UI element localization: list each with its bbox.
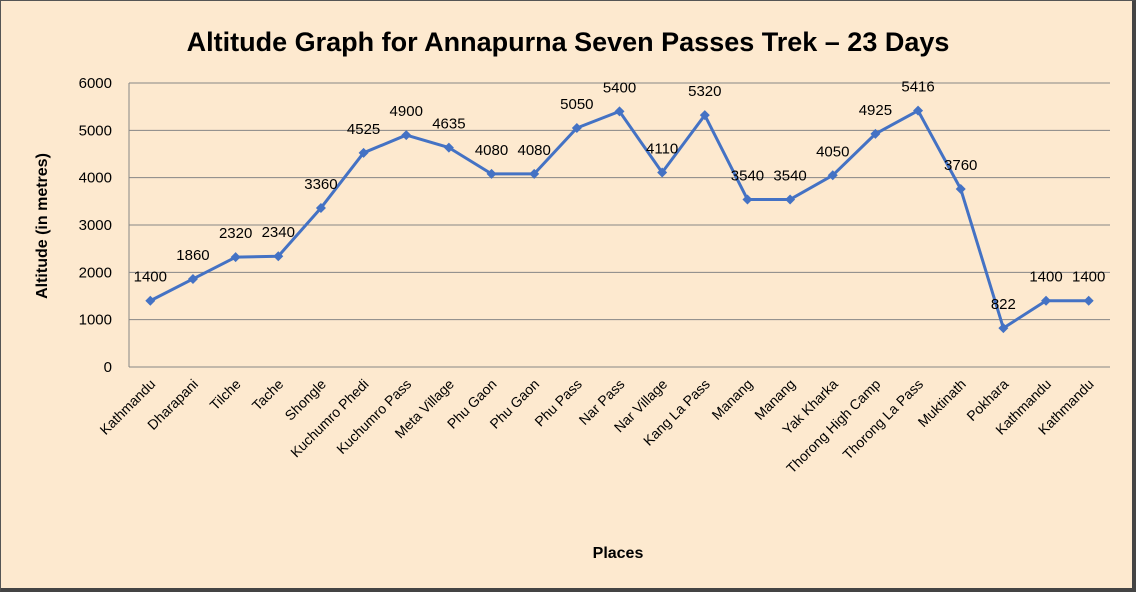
data-point-markers [145, 105, 1094, 334]
data-point-marker [870, 128, 881, 139]
x-category-label: Kuchumro Phedi [287, 376, 372, 461]
data-point-marker [785, 194, 796, 205]
data-label: 1400 [1072, 269, 1105, 286]
x-category-label: Tache [249, 376, 287, 414]
data-point-marker [1083, 295, 1094, 306]
data-label: 3360 [304, 176, 337, 193]
data-label: 3540 [773, 167, 806, 184]
data-point-marker [486, 168, 497, 179]
data-label: 4900 [390, 103, 423, 120]
data-point-marker [401, 130, 412, 141]
altitude-series-line [149, 109, 1089, 330]
data-point-marker [273, 251, 284, 262]
data-label: 1400 [1029, 269, 1062, 286]
x-category-label: Phu Pass [531, 376, 585, 430]
x-axis-label: Places [593, 545, 644, 562]
y-tick-label: 0 [104, 359, 112, 376]
data-label: 4635 [432, 116, 465, 133]
data-label: 4925 [859, 102, 892, 119]
x-category-label: Manang [708, 376, 755, 423]
data-point-marker [571, 122, 582, 133]
data-label: 4525 [347, 121, 380, 138]
data-label: 5416 [901, 79, 934, 96]
chart-title: Altitude Graph for Annapurna Seven Passe… [187, 27, 950, 57]
y-tick-label: 4000 [79, 170, 112, 187]
data-point-marker [614, 106, 625, 117]
y-tick-label: 3000 [79, 217, 112, 234]
data-label: 5400 [603, 79, 636, 96]
data-point-marker [913, 105, 924, 116]
x-category-label: Kathmandu [96, 376, 158, 438]
data-point-marker [699, 110, 710, 121]
data-label: 4080 [518, 142, 551, 159]
data-label: 1400 [134, 269, 167, 286]
data-label: 4110 [646, 140, 678, 157]
data-point-marker [187, 273, 198, 284]
data-label: 5320 [688, 83, 721, 100]
gridlines [128, 82, 1110, 368]
data-point-marker [358, 147, 369, 158]
y-tick-label: 5000 [79, 122, 112, 139]
data-point-marker [529, 168, 540, 179]
y-axis-ticks: 0 1000 2000 3000 4000 5000 6000 [79, 75, 112, 376]
data-label: 4050 [816, 143, 849, 160]
y-axis-label: Altitude (in metres) [34, 153, 51, 299]
x-category-label: Thorong La Pass [839, 376, 926, 463]
data-point-marker [145, 295, 156, 306]
data-point-marker [998, 323, 1009, 334]
x-category-label: Tilche [206, 376, 244, 414]
data-point-marker [230, 252, 241, 263]
data-label: 822 [991, 296, 1016, 313]
data-point-marker [827, 170, 838, 181]
x-category-label: Kuchumro Pass [333, 376, 414, 457]
data-label: 3760 [944, 157, 977, 174]
data-point-marker [315, 202, 326, 213]
data-label: 2340 [262, 224, 295, 241]
data-label: 3540 [731, 167, 764, 184]
data-point-marker [955, 184, 966, 195]
data-point-marker [657, 167, 668, 178]
data-point-marker [1041, 295, 1052, 306]
data-point-marker [443, 142, 454, 153]
y-tick-label: 1000 [79, 312, 112, 329]
data-point-marker [742, 194, 753, 205]
y-tick-label: 6000 [79, 75, 112, 92]
y-tick-label: 2000 [79, 264, 112, 281]
data-label: 1860 [176, 247, 209, 264]
data-label: 4080 [475, 142, 508, 159]
data-label: 5050 [560, 96, 593, 113]
data-label: 2320 [219, 225, 252, 242]
data-labels: 1400 1860 2320 2340 3360 4525 4900 4635 4080 4080… [134, 79, 1106, 313]
